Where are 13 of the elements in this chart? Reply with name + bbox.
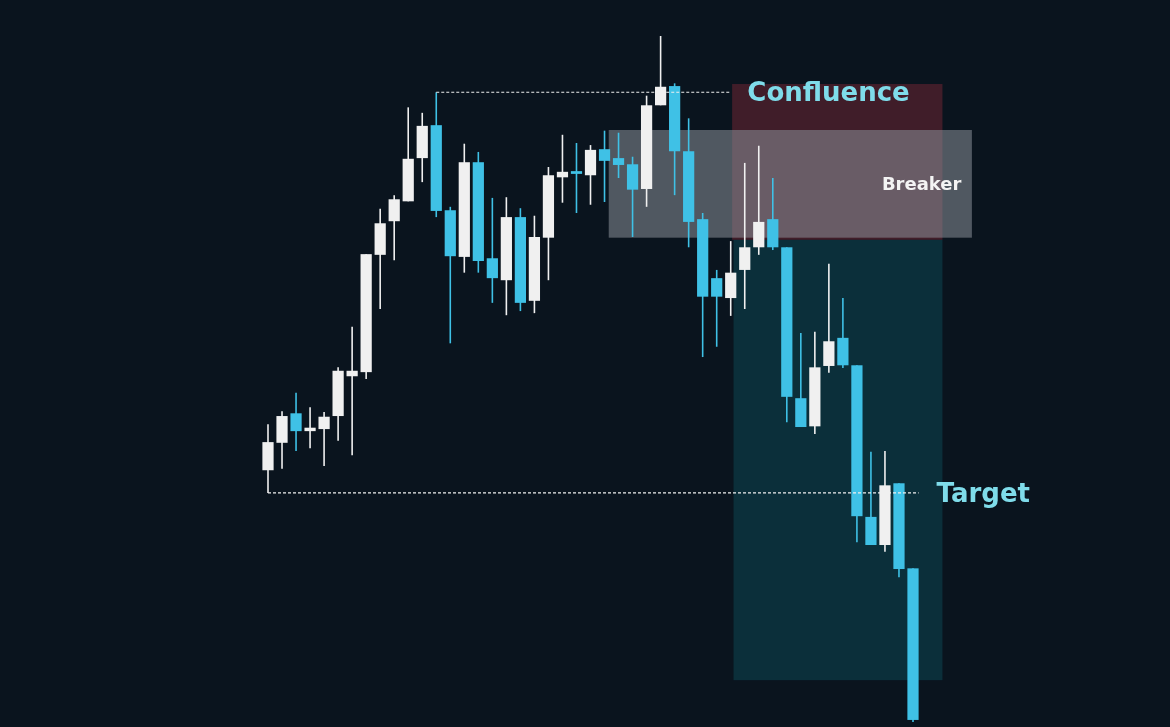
ref-line-label: Target <box>936 477 1031 508</box>
candlestick <box>290 391 302 452</box>
candlestick <box>318 411 330 467</box>
ref-line-label: Confluence <box>747 77 910 108</box>
candlestick <box>388 194 400 262</box>
candlestick <box>304 406 316 450</box>
candlestick <box>598 129 611 203</box>
candlestick <box>570 142 583 214</box>
candlestick <box>612 131 625 179</box>
band-label: Breaker <box>881 172 962 194</box>
candlestick <box>711 269 723 348</box>
candlestick <box>739 162 751 310</box>
candlestick <box>486 197 498 304</box>
